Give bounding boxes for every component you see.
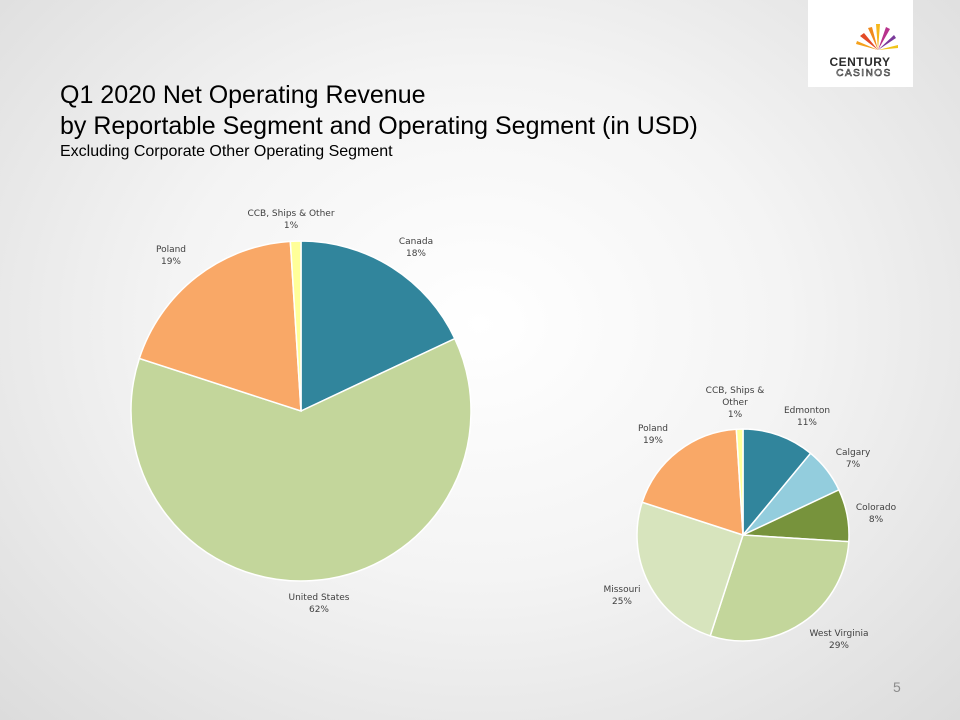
slice-label-ccb-ships-other: CCB, Ships & Other 1%: [247, 209, 334, 231]
slice-label-united-states: United States 62%: [289, 593, 350, 615]
slide-title-line-1: Q1 2020 Net Operating Revenue: [60, 81, 426, 109]
slice-label-colorado: Colorado 8%: [856, 503, 897, 525]
pie-slice-canada: [300, 240, 456, 413]
slice-label-canada: Canada 18%: [399, 237, 433, 259]
slide-title-block: Q1 2020 Net Operating Revenue by Reporta…: [60, 80, 698, 162]
pie-slice-ccb-ships-other: [289, 240, 302, 412]
slice-label-ccb-ships-other: CCB, Ships & Other 1%: [706, 386, 765, 420]
reportable-segment-pie: Canada 18% United States 62% Poland 19% CCB, S…: [130, 209, 472, 615]
slice-label-missouri: Missouri 25%: [603, 585, 640, 607]
pie-slice-united-states: [130, 337, 472, 582]
logo-word-century: CENTURY: [829, 55, 890, 69]
pie-slice-ccb-ships-other: [735, 428, 744, 536]
slice-label-calgary: Calgary 7%: [836, 448, 871, 470]
starburst-icon: [856, 24, 898, 50]
pie-slice-poland: [138, 240, 302, 413]
pie-slice-west-virginia: [709, 534, 850, 642]
slice-label-poland: Poland 19%: [638, 424, 668, 446]
logo-word-casinos: CASINOS: [836, 68, 892, 79]
slice-label-poland: Poland 19%: [156, 245, 186, 267]
pie-slice-missouri: [636, 501, 744, 637]
pie-slice-edmonton: [742, 428, 812, 538]
slice-label-edmonton: Edmonton 11%: [784, 406, 830, 428]
slide-subtitle: Excluding Corporate Other Operating Segm…: [60, 143, 393, 160]
pie-slice-poland: [641, 428, 744, 537]
century-casinos-logo: CENTURY CASINOS: [808, 0, 913, 87]
page-number: 5: [893, 679, 901, 695]
slide-title-line-2: by Reportable Segment and Operating Segm…: [60, 112, 698, 140]
operating-segment-pie: Edmonton 11% Calgary 7% Colorado 8% West Virgi…: [603, 386, 896, 651]
slice-label-west-virginia: West Virginia 29%: [810, 629, 869, 651]
